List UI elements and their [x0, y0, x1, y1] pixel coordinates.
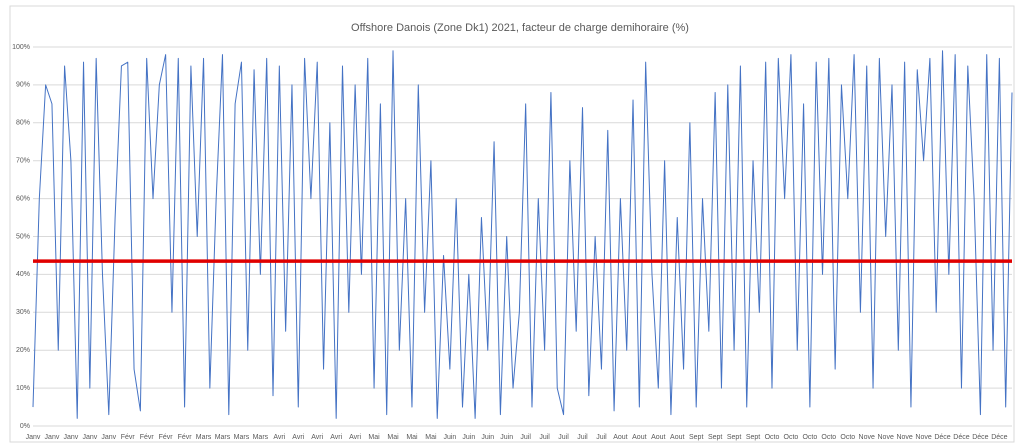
y-tick-label: 30% [16, 309, 30, 316]
x-tick-label: Nove [859, 434, 875, 441]
x-tick-label: Nove [915, 434, 931, 441]
x-tick-label: Aout [632, 434, 646, 441]
x-tick-label: Avri [330, 434, 342, 441]
chart-frame [9, 5, 1015, 443]
x-tick-label: Janv [82, 434, 97, 441]
x-tick-label: Déce [972, 434, 988, 441]
x-tick-label: Sept [727, 434, 741, 441]
series-line [32, 50, 1013, 419]
y-tick-label: 0% [20, 423, 30, 430]
y-tick-label: 80% [16, 120, 30, 127]
y-tick-label: 60% [16, 195, 30, 202]
x-tick-label: Mars [196, 434, 212, 441]
x-tick-label: Mai [406, 434, 418, 441]
x-tick-label: Janv [63, 434, 78, 441]
x-tick-label: Janv [101, 434, 116, 441]
x-tick-label: Octo [765, 434, 780, 441]
x-tick-label: Octo [802, 434, 817, 441]
x-tick-label: Octo [784, 434, 799, 441]
y-tick-label: 10% [16, 385, 30, 392]
x-tick-label: Sept [746, 434, 760, 441]
x-tick-label: Déce [953, 434, 969, 441]
x-tick-label: Sept [689, 434, 703, 441]
x-tick-label: Avri [311, 434, 323, 441]
x-tick-label: Octo [821, 434, 836, 441]
x-tick-label: Juin [481, 434, 494, 441]
x-tick-label: Juil [539, 434, 550, 441]
x-tick-label: Juil [596, 434, 607, 441]
x-tick-label: Avri [349, 434, 361, 441]
x-tick-label: Octo [840, 434, 855, 441]
x-tick-label: Mai [425, 434, 437, 441]
x-tick-label: Nove [878, 434, 894, 441]
x-tick-label: Nove [896, 434, 912, 441]
y-tick-label: 100% [12, 44, 30, 51]
x-tick-label: Juil [577, 434, 588, 441]
y-tick-label: 90% [16, 82, 30, 89]
x-tick-label: Févr [159, 434, 174, 441]
x-tick-label: Déce [934, 434, 950, 441]
y-tick-label: 70% [16, 158, 30, 165]
x-tick-label: Mars [215, 434, 231, 441]
x-tick-label: Déce [991, 434, 1007, 441]
y-tick-label: 40% [16, 271, 30, 278]
x-tick-label: Févr [121, 434, 136, 441]
y-tick-label: 20% [16, 347, 30, 354]
x-tick-label: Janv [45, 434, 60, 441]
x-tick-label: Aout [613, 434, 627, 441]
x-tick-label: Mai [387, 434, 399, 441]
x-tick-label: Juin [462, 434, 475, 441]
x-tick-label: Mars [234, 434, 250, 441]
x-tick-label: Janv [26, 434, 41, 441]
x-tick-label: Avri [273, 434, 285, 441]
x-tick-label: Aout [651, 434, 665, 441]
x-tick-label: Sept [708, 434, 722, 441]
y-tick-label: 50% [16, 233, 30, 240]
x-tick-label: Juin [443, 434, 456, 441]
x-tick-label: Févr [178, 434, 193, 441]
x-tick-label: Mai [368, 434, 380, 441]
x-tick-label: Aout [670, 434, 684, 441]
x-tick-label: Mars [253, 434, 269, 441]
x-tick-label: Juil [520, 434, 531, 441]
x-tick-label: Juin [500, 434, 513, 441]
x-tick-label: Févr [140, 434, 155, 441]
x-tick-label: Avri [292, 434, 304, 441]
chart-title: Offshore Danois (Zone Dk1) 2021, facteur… [351, 22, 689, 34]
x-tick-label: Juil [558, 434, 569, 441]
